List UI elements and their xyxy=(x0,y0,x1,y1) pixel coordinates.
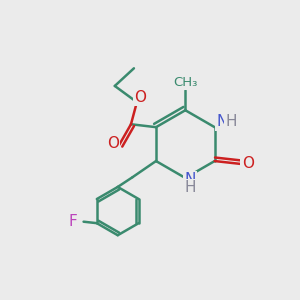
Text: F: F xyxy=(68,214,77,229)
Text: H: H xyxy=(184,180,196,195)
Text: O: O xyxy=(134,90,146,105)
Text: N: N xyxy=(216,114,228,129)
Text: N: N xyxy=(184,172,195,187)
Text: O: O xyxy=(242,157,254,172)
Text: CH₃: CH₃ xyxy=(174,76,198,89)
Text: H: H xyxy=(225,114,237,129)
Text: O: O xyxy=(107,136,119,151)
